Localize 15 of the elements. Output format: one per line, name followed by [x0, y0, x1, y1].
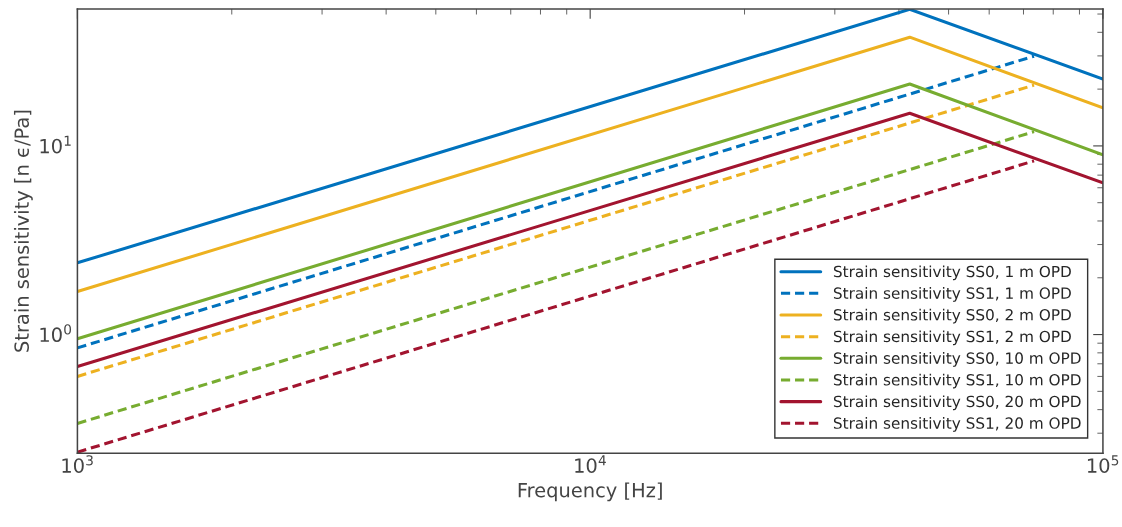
legend-label: Strain sensitivity SS1, 1 m OPD [833, 287, 1071, 302]
legend-label: Strain sensitivity SS1, 2 m OPD [833, 330, 1071, 346]
legend-label: Strain sensitivity SS0, 20 m OPD [833, 395, 1081, 411]
x-axis-title: Frequency [Hz] [518, 482, 662, 502]
x-tick-label: 10$^{3}$ [62, 455, 93, 473]
legend-label: Strain sensitivity SS1, 10 m OPD [833, 373, 1081, 389]
legend-label: Strain sensitivity SS0, 10 m OPD [833, 352, 1081, 367]
y-tick-label: 10$^{0}$ [40, 324, 72, 343]
legend-label: Strain sensitivity SS1, 20 m OPD [833, 417, 1081, 432]
y-axis-title: Strain sensitivity [n ϵ/Pa] [13, 110, 33, 352]
y-tick-label: 10$^{1}$ [40, 135, 71, 154]
x-tick-label: 10$^{5}$ [1087, 455, 1119, 473]
x-tick-label: 10$^{4}$ [575, 455, 606, 473]
legend-label: Strain sensitivity SS0, 1 m OPD [833, 265, 1071, 281]
legend-label: Strain sensitivity SS0, 2 m OPD [833, 308, 1071, 324]
